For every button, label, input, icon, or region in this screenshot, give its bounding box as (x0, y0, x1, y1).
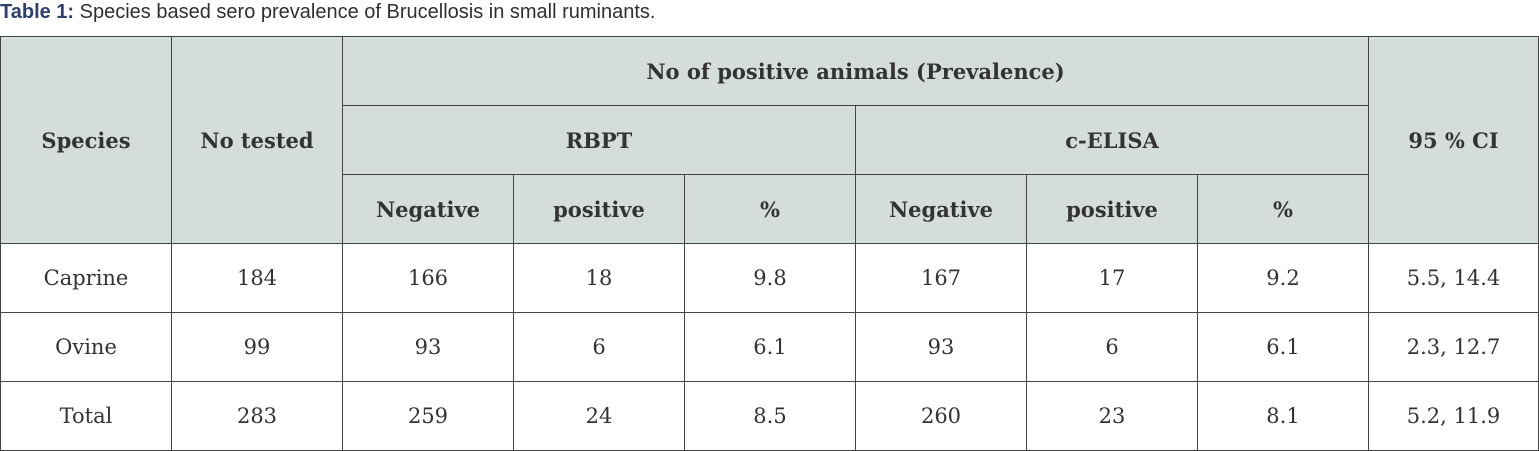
cell-species: Ovine (0, 312, 172, 382)
table-row: Total 283 259 24 8.5 260 23 8.1 5.2, 11.… (0, 381, 1539, 451)
cell-species: Total (0, 381, 172, 451)
header-rbpt: RBPT (342, 105, 856, 175)
cell-rbpt-negative: 93 (342, 312, 514, 382)
cell-rbpt-percent: 9.8 (684, 243, 856, 313)
table-row: Ovine 99 93 6 6.1 93 6 6.1 2.3, 12.7 (0, 312, 1539, 382)
cell-no-tested: 283 (171, 381, 343, 451)
cell-no-tested: 184 (171, 243, 343, 313)
table-row: Caprine 184 166 18 9.8 167 17 9.2 5.5, 1… (0, 243, 1539, 313)
cell-celisa-positive: 6 (1026, 312, 1198, 382)
cell-rbpt-negative: 259 (342, 381, 514, 451)
cell-ci: 2.3, 12.7 (1368, 312, 1539, 382)
cell-rbpt-positive: 18 (513, 243, 685, 313)
header-rbpt-negative: Negative (342, 174, 514, 244)
cell-celisa-negative: 93 (855, 312, 1027, 382)
header-positive-animals: No of positive animals (Prevalence) (341, 36, 1370, 106)
cell-celisa-negative: 167 (855, 243, 1027, 313)
cell-rbpt-percent: 6.1 (684, 312, 856, 382)
cell-celisa-percent: 6.1 (1196, 312, 1370, 382)
header-ci: 95 % CI (1368, 36, 1539, 244)
header-no-tested: No tested (171, 36, 343, 244)
caption-label: Table 1: (0, 1, 75, 23)
header-rbpt-positive: positive (513, 174, 685, 244)
header-celisa-negative: Negative (855, 174, 1027, 244)
header-species: Species (0, 36, 172, 244)
prevalence-table: Species No tested No of positive animals… (0, 36, 1539, 451)
cell-celisa-positive: 17 (1026, 243, 1198, 313)
cell-celisa-positive: 23 (1026, 381, 1198, 451)
cell-ci: 5.2, 11.9 (1368, 381, 1539, 451)
cell-no-tested: 99 (171, 312, 343, 382)
cell-rbpt-negative: 166 (342, 243, 514, 313)
header-celisa-positive: positive (1026, 174, 1198, 244)
cell-ci: 5.5, 14.4 (1368, 243, 1539, 313)
header-celisa-percent: % (1196, 174, 1370, 244)
cell-rbpt-positive: 24 (513, 381, 685, 451)
cell-rbpt-percent: 8.5 (684, 381, 856, 451)
cell-species: Caprine (0, 243, 172, 313)
header-celisa: c-ELISA (854, 105, 1370, 175)
caption-text: Species based sero prevalence of Brucell… (74, 1, 656, 23)
cell-celisa-percent: 8.1 (1196, 381, 1370, 451)
cell-rbpt-positive: 6 (513, 312, 685, 382)
cell-celisa-negative: 260 (855, 381, 1027, 451)
cell-celisa-percent: 9.2 (1196, 243, 1370, 313)
table-caption: Table 1: Species based sero prevalence o… (0, 0, 655, 27)
header-rbpt-percent: % (684, 174, 856, 244)
